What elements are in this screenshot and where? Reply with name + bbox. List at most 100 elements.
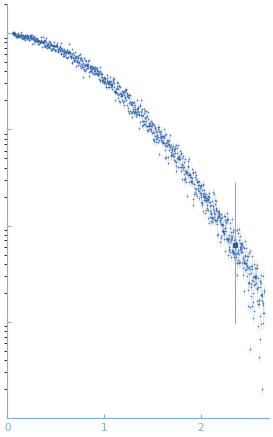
Point [35, 38, 40, 45]
Point [244, 259, 248, 266]
Point [102, 75, 106, 82]
Point [166, 138, 170, 145]
Point [34, 35, 38, 42]
Point [175, 153, 180, 160]
Point [40, 43, 44, 50]
Point [47, 43, 51, 50]
Point [196, 179, 200, 186]
Point [109, 83, 113, 90]
Point [222, 231, 227, 238]
Point [173, 146, 177, 153]
Point [130, 109, 134, 116]
Point [195, 193, 199, 200]
Point [260, 293, 264, 300]
Point [181, 163, 185, 170]
Point [191, 196, 196, 203]
Point [203, 195, 207, 202]
Point [129, 113, 134, 120]
Point [239, 248, 244, 255]
Point [97, 64, 102, 71]
Point [50, 42, 55, 49]
Point [203, 210, 208, 217]
Point [239, 243, 244, 250]
Point [219, 214, 224, 221]
Point [228, 225, 232, 232]
Point [234, 250, 238, 257]
Point [227, 243, 231, 250]
Point [15, 34, 20, 41]
Point [236, 237, 241, 244]
Point [174, 167, 179, 174]
Point [225, 234, 229, 241]
Point [209, 210, 213, 217]
Point [243, 253, 247, 260]
Point [231, 248, 235, 255]
Point [163, 154, 167, 161]
Point [124, 93, 129, 100]
Point [45, 42, 49, 49]
Point [113, 88, 117, 95]
Point [250, 265, 254, 272]
Point [188, 173, 192, 180]
Point [255, 298, 259, 305]
Point [25, 31, 29, 38]
Point [141, 117, 146, 124]
Point [251, 314, 255, 321]
Point [74, 58, 79, 65]
Point [258, 313, 263, 320]
Point [93, 66, 98, 73]
Point [213, 205, 218, 212]
Point [34, 35, 38, 42]
Point [138, 111, 143, 118]
Point [207, 219, 212, 226]
Point [94, 65, 99, 72]
Point [160, 133, 164, 140]
Point [40, 38, 45, 45]
Point [237, 259, 242, 266]
Point [51, 42, 55, 49]
Point [155, 135, 159, 142]
Point [258, 278, 262, 285]
Point [238, 259, 243, 266]
Point [135, 110, 139, 117]
Point [17, 31, 22, 38]
Point [181, 171, 186, 178]
Point [84, 66, 88, 73]
Point [168, 149, 173, 156]
Point [29, 32, 34, 39]
Point [64, 49, 68, 56]
Point [29, 35, 34, 42]
Point [117, 83, 122, 90]
Point [16, 34, 21, 41]
Point [168, 144, 173, 151]
Point [179, 167, 183, 174]
Point [225, 209, 229, 216]
Point [236, 249, 240, 256]
Point [186, 179, 191, 186]
Point [79, 64, 83, 71]
Point [62, 52, 67, 59]
Point [201, 196, 206, 203]
Point [54, 41, 58, 48]
Point [13, 31, 18, 38]
Point [218, 214, 222, 221]
Point [103, 78, 107, 85]
Point [153, 125, 157, 132]
Point [152, 130, 156, 137]
Point [31, 35, 35, 42]
Point [53, 47, 57, 54]
Point [32, 37, 37, 44]
Point [114, 85, 118, 92]
Point [221, 228, 225, 235]
Point [260, 310, 265, 317]
Point [74, 63, 78, 70]
Point [224, 235, 229, 242]
Point [37, 41, 41, 48]
Point [59, 50, 64, 57]
Point [102, 78, 106, 85]
Point [115, 78, 119, 85]
Point [164, 153, 168, 160]
Point [26, 35, 31, 42]
Point [206, 192, 210, 199]
Point [62, 48, 66, 55]
